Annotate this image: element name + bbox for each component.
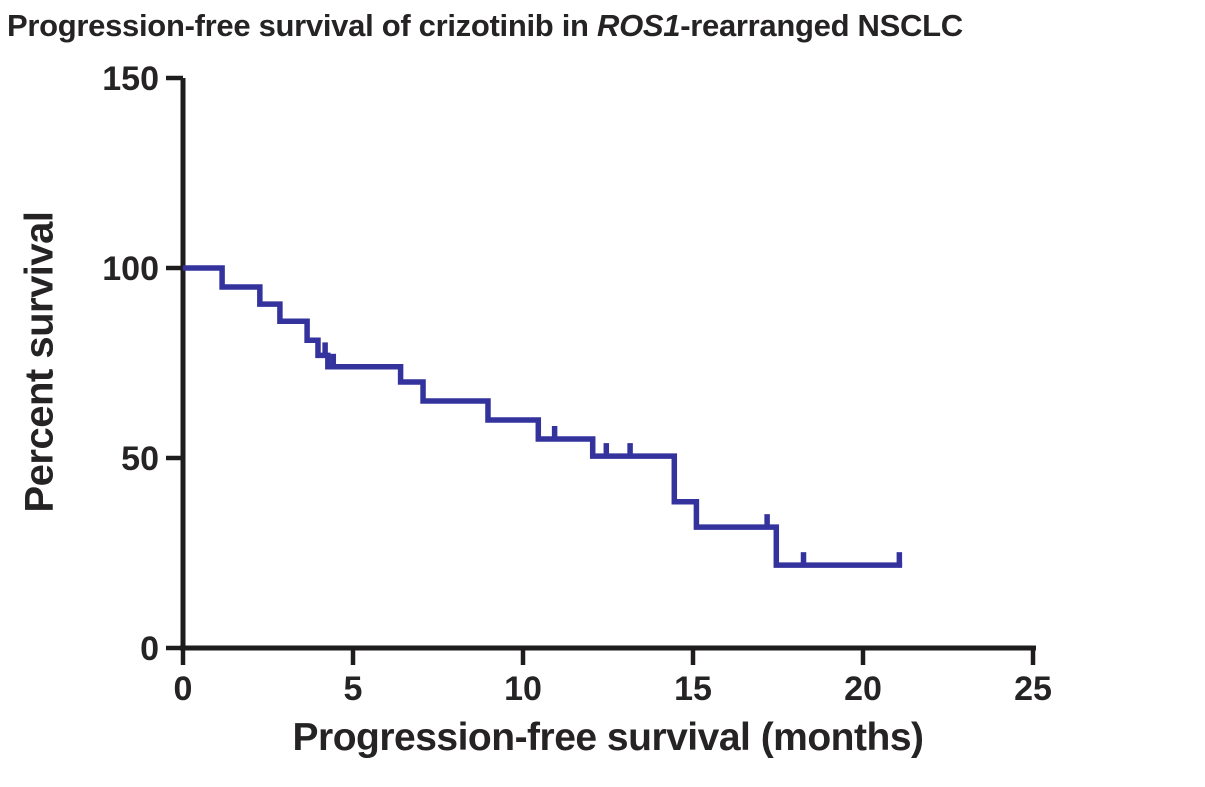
km-step-curve <box>183 265 903 568</box>
y-tick-label: 100 <box>102 250 159 288</box>
x-axis-title: Progression-free survival (months) <box>292 716 925 759</box>
y-axis-title: Percent survival <box>17 211 62 513</box>
y-tick-label: 50 <box>121 440 159 478</box>
x-tick-label: 15 <box>674 670 712 708</box>
y-tick-label: 150 <box>102 60 159 98</box>
x-tick-label: 25 <box>1014 670 1052 708</box>
chart-title-prefix: Progression-free survival of crizotinib … <box>7 8 598 43</box>
x-tick-label: 5 <box>344 670 363 708</box>
y-tick-label: 0 <box>140 630 159 668</box>
chart-title-suffix: -rearranged NSCLC <box>680 8 963 43</box>
x-tick-label: 20 <box>844 670 882 708</box>
chart-title-gene-italic: ROS1 <box>597 8 681 43</box>
x-tick-label: 0 <box>174 670 193 708</box>
chart-title: Progression-free survival of crizotinib … <box>7 8 963 44</box>
x-tick-label: 10 <box>504 670 542 708</box>
